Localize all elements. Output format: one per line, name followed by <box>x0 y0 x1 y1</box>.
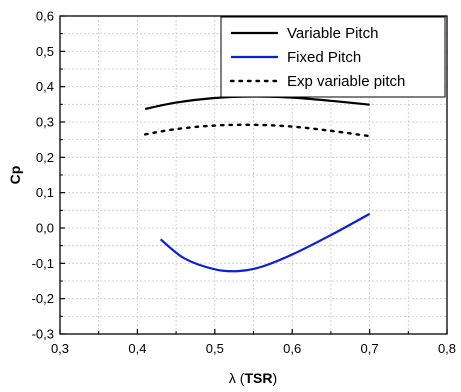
y-tick-label: -0,1 <box>32 256 54 271</box>
series-line-variable-pitch <box>144 95 370 111</box>
y-tick-label: 0,6 <box>36 9 54 24</box>
legend-label-fixed-pitch: Fixed Pitch <box>287 49 361 66</box>
x-axis-label-suffix: ) <box>272 370 277 386</box>
x-tick-label: 0,3 <box>51 341 69 356</box>
x-tick-label: 0,8 <box>438 341 456 356</box>
y-tick-label: 0,0 <box>36 221 54 236</box>
y-axis-label: Cp <box>7 166 23 185</box>
y-tick-label: 0,3 <box>36 115 54 130</box>
series-line-exp-variable-pitch <box>143 123 371 138</box>
y-tick-label: -0,2 <box>32 291 54 306</box>
x-tick-label: 0,6 <box>283 341 301 356</box>
legend-label-exp-variable-pitch: Exp variable pitch <box>287 73 405 90</box>
x-tick-label: 0,5 <box>206 341 224 356</box>
x-tick-label: 0,4 <box>128 341 146 356</box>
x-axis-label: λ (TSR) <box>229 370 277 386</box>
y-tick-label: 0,4 <box>36 79 54 94</box>
legend: Variable Pitch Fixed Pitch Exp variable pi… <box>220 16 446 98</box>
series <box>143 95 371 273</box>
y-tick-label: 0,2 <box>36 150 54 165</box>
series-line-fixed-pitch <box>159 212 371 273</box>
y-tick-label: -0,3 <box>32 327 54 342</box>
x-axis-label-prefix: λ ( <box>229 370 245 386</box>
y-tick-label: 0,1 <box>36 185 54 200</box>
legend-label-variable-pitch: Variable Pitch <box>287 25 378 42</box>
grid <box>59 15 448 335</box>
x-tick-label: 0,7 <box>361 341 379 356</box>
y-tick-label: 0,5 <box>36 44 54 59</box>
ticks: 0,3 0,4 0,5 0,6 0,7 0,8 -0,3 -0,2 -0,1 0,0 0,1 0,2 0… <box>32 9 456 357</box>
x-axis-label-bold: TSR <box>244 370 272 386</box>
